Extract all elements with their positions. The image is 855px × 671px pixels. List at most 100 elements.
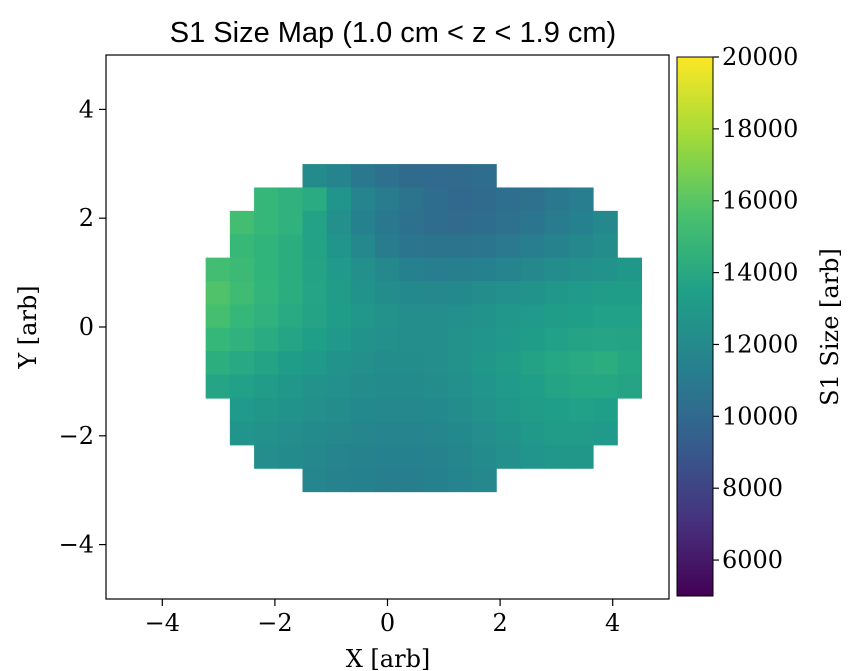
heatmap-cell: [544, 327, 570, 352]
heatmap-cell: [278, 234, 304, 259]
heatmap-cell: [254, 421, 279, 446]
heatmap-cell: [350, 304, 376, 329]
colorbar-tick-label: 16000: [722, 187, 798, 215]
heatmap-cell: [471, 234, 497, 259]
heatmap-cell: [375, 421, 400, 446]
heatmap-cell: [326, 304, 352, 329]
heatmap-cell: [496, 327, 521, 352]
heatmap-cell: [375, 234, 400, 259]
heatmap-cell: [278, 257, 304, 282]
heatmap-cell: [278, 281, 304, 306]
heatmap-cell: [496, 187, 521, 212]
heatmap-cell: [302, 164, 328, 189]
heatmap-cell: [593, 257, 618, 282]
heatmap-cell: [544, 234, 570, 259]
heatmap-cell: [229, 210, 255, 235]
heatmap-cell: [254, 257, 279, 282]
heatmap-cell: [423, 234, 449, 259]
heatmap-cell: [205, 304, 231, 329]
heatmap-cell: [302, 351, 328, 376]
heatmap-cell: [326, 421, 352, 446]
heatmap-cell: [229, 257, 255, 282]
heatmap-cell: [568, 281, 594, 306]
heatmap-cell: [471, 304, 497, 329]
heatmap-cell: [350, 257, 376, 282]
heatmap-cell: [399, 257, 425, 282]
heatmap-cell: [544, 281, 570, 306]
heatmap-cell: [326, 234, 352, 259]
heatmap-cell: [544, 187, 570, 212]
colorbar-axis: 6000 8000 10000 12000 14000 16000 18000 20000: [713, 43, 798, 574]
heatmap-cell: [399, 374, 425, 399]
heatmap-cell: [568, 187, 594, 212]
heatmap-cell: [423, 374, 449, 399]
heatmap-cell: [617, 257, 643, 282]
heatmap-cell: [423, 281, 449, 306]
heatmap-cell: [617, 304, 643, 329]
heatmap-cell: [350, 468, 376, 493]
heatmap-cell: [254, 187, 279, 212]
heatmap-cell: [593, 374, 618, 399]
heatmap-cell: [254, 374, 279, 399]
heatmap-cell: [447, 257, 473, 282]
y-axis-label: Y [arb]: [14, 285, 42, 369]
heatmap-cell: [447, 234, 473, 259]
heatmap-cell: [496, 257, 521, 282]
colorbar-tick-label: 14000: [722, 259, 798, 287]
heatmap-cell: [520, 327, 546, 352]
heatmap-cell: [399, 421, 425, 446]
heatmap-cell: [229, 304, 255, 329]
heatmap-cell: [326, 444, 352, 469]
heatmap-cell: [544, 257, 570, 282]
heatmap-cell: [447, 327, 473, 352]
heatmap-cell: [568, 327, 594, 352]
heatmap-cell: [326, 351, 352, 376]
heatmap-cell: [375, 351, 400, 376]
heatmap-cell: [302, 210, 328, 235]
heatmap-cell: [375, 281, 400, 306]
heatmap-cell: [520, 281, 546, 306]
heatmap-cell: [302, 327, 328, 352]
heatmap-cell: [423, 164, 449, 189]
heatmap-cell: [278, 351, 304, 376]
heatmap-cell: [593, 210, 618, 235]
heatmap-cell: [399, 468, 425, 493]
heatmap-cell: [520, 234, 546, 259]
heatmap-cell: [471, 374, 497, 399]
heatmap-cell: [375, 257, 400, 282]
heatmap-cell: [399, 210, 425, 235]
heatmap-cell: [496, 281, 521, 306]
heatmap-cell: [254, 397, 279, 422]
heatmap-cell: [254, 281, 279, 306]
heatmap-cell: [617, 281, 643, 306]
heatmap-cell: [544, 397, 570, 422]
heatmap-cell: [278, 374, 304, 399]
heatmap-cell: [520, 444, 546, 469]
heatmap-cell: [447, 444, 473, 469]
heatmap-cell: [568, 444, 594, 469]
colorbar-tick-label: 20000: [722, 43, 798, 71]
heatmap-cell: [447, 187, 473, 212]
heatmap-cell: [471, 397, 497, 422]
heatmap-cell: [399, 187, 425, 212]
heatmap-cell: [326, 281, 352, 306]
heatmap-cell: [205, 374, 231, 399]
heatmap-cell: [617, 327, 643, 352]
heatmap-cell: [326, 257, 352, 282]
heatmap-cell: [350, 187, 376, 212]
heatmap-cell: [254, 210, 279, 235]
heatmap-cell: [326, 187, 352, 212]
heatmap-cell: [520, 421, 546, 446]
heatmap-cell: [520, 374, 546, 399]
y-axis: −4 −2 0 2 4: [59, 95, 106, 559]
heatmap-cell: [544, 444, 570, 469]
heatmap-cell: [496, 374, 521, 399]
heatmap-cell: [447, 374, 473, 399]
heatmap-cell: [350, 327, 376, 352]
heatmap-cell: [205, 351, 231, 376]
heatmap-cell: [423, 327, 449, 352]
heatmap-cell: [254, 444, 279, 469]
heatmap-cell: [278, 187, 304, 212]
heatmap-cell: [593, 281, 618, 306]
colorbar-label: S1 Size [arb]: [816, 248, 844, 406]
